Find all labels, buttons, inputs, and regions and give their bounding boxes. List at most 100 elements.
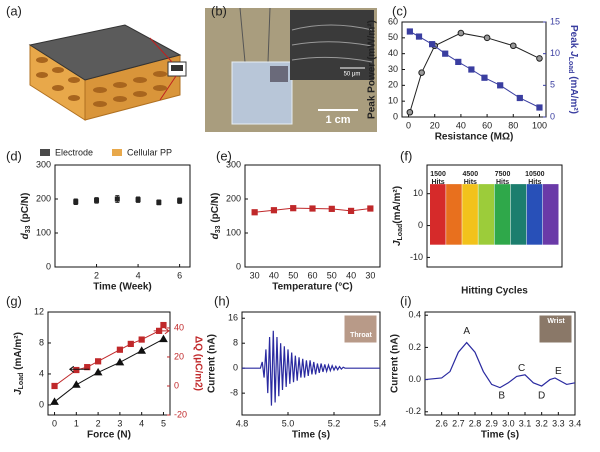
- marker: [116, 346, 123, 353]
- x-tick-label: 5.4: [374, 418, 387, 428]
- cells: [36, 57, 167, 107]
- annotation: A: [463, 326, 470, 337]
- label-part: (pC/N): [20, 193, 31, 226]
- y-tick-label: -0.2: [405, 406, 421, 416]
- y-tick-label: 10: [413, 188, 423, 198]
- plot-frame: [241, 311, 381, 416]
- scale-text: 1 cm: [325, 114, 350, 126]
- wire: [149, 37, 177, 101]
- y-tick-label: 10: [388, 96, 398, 106]
- y2-tick-label: 15: [550, 16, 560, 26]
- marker: [429, 41, 436, 48]
- electrode: [28, 24, 182, 81]
- annotation: D: [538, 390, 545, 401]
- y-tick-label: 0.0: [408, 374, 421, 384]
- x-axis-label: Force (N): [87, 430, 131, 441]
- marker: [95, 358, 102, 365]
- annotation: C: [518, 363, 525, 374]
- band: [542, 184, 559, 245]
- inset-label: Throat: [350, 332, 372, 339]
- label-part: Load: [567, 57, 574, 74]
- marker: [137, 346, 147, 354]
- marker: [516, 94, 523, 102]
- plot-frame: [54, 164, 191, 268]
- marker: [94, 197, 100, 203]
- wires: [239, 7, 271, 63]
- band: [478, 184, 494, 245]
- y2-tick-label: 0: [174, 380, 179, 390]
- legend-swatch: [40, 149, 50, 156]
- x-axis-label: Time (s): [481, 430, 519, 441]
- y-tick-label: 8: [39, 337, 44, 347]
- label-part: d: [20, 232, 31, 239]
- y-tick-label: 8: [233, 338, 238, 348]
- x-tick-label: 3.2: [535, 418, 548, 428]
- annotation: Hits: [528, 179, 541, 186]
- marker: [309, 205, 316, 212]
- x-axis-label: Time (s): [292, 430, 330, 441]
- label-part: 33: [215, 225, 222, 233]
- y-tick-label: 300: [36, 159, 51, 169]
- x-tick-label: 4: [139, 418, 144, 428]
- y-axis-label: Current (nA): [390, 334, 401, 393]
- y-tick-label: 0: [233, 363, 238, 373]
- band: [494, 184, 511, 245]
- marker: [455, 58, 462, 65]
- x-tick-label: 30: [365, 270, 375, 280]
- arrow: [68, 365, 90, 373]
- y-tick-label: -10: [410, 252, 423, 262]
- band: [430, 184, 446, 245]
- x-tick-label: 0: [52, 418, 57, 428]
- annotation: Hits: [496, 179, 509, 186]
- marker: [156, 199, 162, 205]
- x-tick-label: 60: [307, 270, 317, 280]
- x-axis-label: Resistance (MΩ): [435, 132, 514, 143]
- panel-label: (a): [6, 3, 22, 18]
- x-tick-label: 2.7: [452, 418, 465, 428]
- marker: [127, 340, 134, 348]
- x-tick-label: 3: [117, 418, 122, 428]
- x-tick-label: 3.1: [519, 418, 532, 428]
- inset-photo: [538, 314, 573, 344]
- series-line: [424, 341, 576, 389]
- marker: [481, 74, 488, 81]
- y-tick-label: 16: [228, 313, 238, 323]
- label-part: J: [392, 240, 403, 246]
- annotation: 7500: [495, 171, 511, 178]
- x-axis-label: Time (Week): [93, 282, 152, 293]
- x-axis-label: Temperature (°C): [272, 282, 353, 293]
- panel-label: (b): [211, 3, 227, 18]
- label-part: 33: [25, 225, 32, 233]
- y-tick-label: 50: [388, 32, 398, 42]
- label-part: (mA/m²): [13, 332, 24, 373]
- y-tick-label: 40: [388, 48, 398, 58]
- y-axis-label: Peak Power (mW/m²): [367, 20, 378, 119]
- marker: [457, 29, 465, 37]
- y2-tick-label: 40: [174, 322, 184, 332]
- marker: [468, 66, 475, 73]
- y-tick-label: 0.2: [408, 342, 421, 352]
- plot-frame: [426, 164, 563, 268]
- device-screen: [171, 65, 183, 71]
- legend-label: Electrode: [55, 147, 93, 157]
- inset-label: Wrist: [547, 318, 565, 325]
- marker: [497, 82, 504, 89]
- y-tick-label: 0: [46, 261, 51, 271]
- annotation: E: [555, 366, 562, 377]
- series-line: [242, 330, 380, 406]
- x-tick-label: 1: [74, 418, 79, 428]
- marker: [115, 357, 125, 366]
- sem-layers: [291, 24, 373, 63]
- y-axis-label: JLoad(mA/m²): [392, 186, 405, 246]
- y-tick-label: 200: [226, 193, 241, 203]
- y-tick-label: 12: [34, 306, 44, 316]
- x-tick-label: 30: [250, 270, 260, 280]
- inset-photo: [343, 314, 378, 344]
- x-tick-label: 80: [508, 120, 518, 130]
- x-tick-label: 3.4: [569, 418, 582, 428]
- x-tick-label: 2.6: [435, 418, 448, 428]
- label-part: Load: [397, 224, 404, 241]
- marker: [73, 366, 80, 374]
- x-tick-label: 40: [269, 270, 279, 280]
